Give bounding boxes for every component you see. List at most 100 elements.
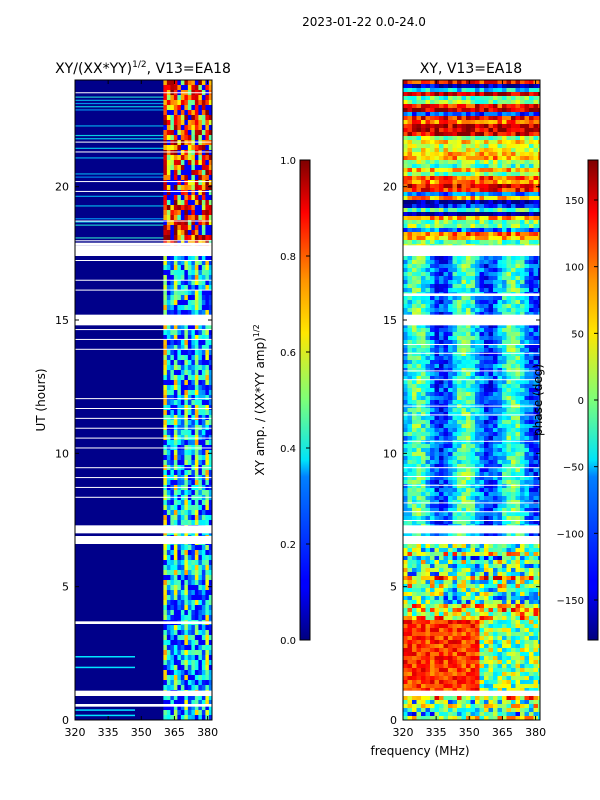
panel2-cell: [515, 208, 521, 213]
panel2-cell: [430, 364, 435, 369]
panel2-cell: [529, 196, 534, 201]
panel2-cell: [484, 476, 489, 481]
panel1-cell: [173, 255, 178, 261]
panel2-cell: [403, 156, 408, 161]
panel1-title-exp: 1/2: [132, 60, 146, 70]
panel2-cell: [439, 156, 444, 161]
panel1-cell: [198, 500, 203, 506]
panel1-cell: [187, 635, 192, 641]
panel1-cell: [180, 575, 185, 581]
panel1-cell: [187, 85, 192, 91]
panel1-cell: [198, 130, 203, 136]
panel2-cell: [475, 400, 480, 405]
panel1-xtick-label: 350: [131, 726, 152, 739]
panel2-cell: [443, 228, 449, 233]
panel2-cell: [520, 288, 525, 293]
panel2-cell: [479, 448, 485, 453]
panel1-cell: [180, 520, 185, 526]
panel2-cell: [470, 364, 476, 369]
panel2-cell: [421, 128, 426, 133]
panel2-cell: [475, 168, 480, 173]
panel2-cell: [475, 376, 480, 381]
panel1-cell: [201, 350, 206, 356]
panel2-cell: [497, 92, 503, 97]
panel1-cell: [180, 410, 185, 416]
panel1-cell: [187, 415, 192, 421]
panel1-cell: [191, 165, 196, 171]
panel2-cell: [457, 340, 462, 345]
panel2-cell: [511, 124, 516, 129]
panel1-cell: [198, 405, 203, 411]
panel2-cell: [466, 132, 471, 137]
panel2-cell: [452, 388, 458, 393]
panel2-cell: [488, 340, 494, 345]
panel2-cell: [538, 312, 540, 317]
panel1-cell: [208, 595, 212, 601]
panel1-cell: [166, 270, 171, 276]
panel1-cell: [191, 595, 196, 601]
panel2-cell: [511, 348, 516, 353]
panel2-cell: [448, 236, 453, 241]
panel2-cell: [488, 376, 494, 381]
panel2-cell: [520, 380, 525, 385]
panel1-cell: [201, 100, 206, 106]
panel1-cell: [177, 305, 182, 311]
panel2-cell: [461, 432, 467, 437]
panel2-cell: [497, 444, 503, 449]
panel2-cell: [506, 364, 512, 369]
panel2-cell: [448, 428, 453, 433]
panel2-cell: [412, 472, 417, 477]
panel1-streak: [75, 106, 165, 108]
panel2-cell: [493, 376, 498, 381]
panel1-cell: [177, 215, 182, 221]
panel2-cell: [439, 228, 444, 233]
panel2-cell: [497, 356, 503, 361]
panel1-cell: [191, 710, 196, 716]
panel1-cell: [166, 80, 171, 86]
panel2-cell: [488, 180, 494, 185]
panel2-cell: [475, 80, 480, 85]
panel2-cell: [412, 468, 417, 473]
panel2-cell: [403, 312, 408, 317]
panel1-cell: [194, 310, 199, 316]
panel1-cell: [208, 680, 212, 686]
panel2-cell: [461, 324, 467, 329]
panel2-cell: [443, 376, 449, 381]
panel1-cell: [201, 710, 206, 716]
panel1-cell: [194, 430, 199, 436]
panel2-cell: [506, 432, 512, 437]
panel2-cell: [493, 424, 498, 429]
panel1-cell: [163, 370, 168, 376]
panel2-cell: [515, 192, 521, 197]
panel1-cell: [208, 290, 212, 296]
panel1-cell: [163, 715, 168, 720]
panel1-cell: [163, 255, 168, 261]
panel2-cell: [470, 352, 476, 357]
panel1-cell: [163, 110, 168, 116]
panel1-cell: [194, 655, 199, 661]
panel2-cell: [452, 324, 458, 329]
panel2-cell: [466, 272, 471, 277]
panel2-cell: [403, 192, 408, 197]
panel2-cell: [538, 304, 540, 309]
panel1-cell: [208, 400, 212, 406]
panel2-cell: [502, 260, 507, 265]
panel2-cell: [466, 400, 471, 405]
panel2-cell: [448, 328, 453, 333]
panel2-cell: [488, 384, 494, 389]
panel1-cell: [187, 545, 192, 551]
panel2-cell: [524, 364, 530, 369]
panel2-cell: [529, 388, 534, 393]
panel2-cell: [412, 408, 417, 413]
panel1-cell: [205, 300, 210, 306]
panel1-cell: [187, 265, 192, 271]
panel1-cell: [208, 335, 212, 341]
panel2-cell: [538, 160, 540, 165]
panel2-cell: [407, 424, 413, 429]
panel2-cell: [515, 204, 521, 209]
panel1-cell: [173, 85, 178, 91]
panel2-cell: [475, 372, 480, 377]
panel2-cell: [439, 220, 444, 225]
panel2-cell: [538, 96, 540, 101]
panel1-cell: [205, 455, 210, 461]
